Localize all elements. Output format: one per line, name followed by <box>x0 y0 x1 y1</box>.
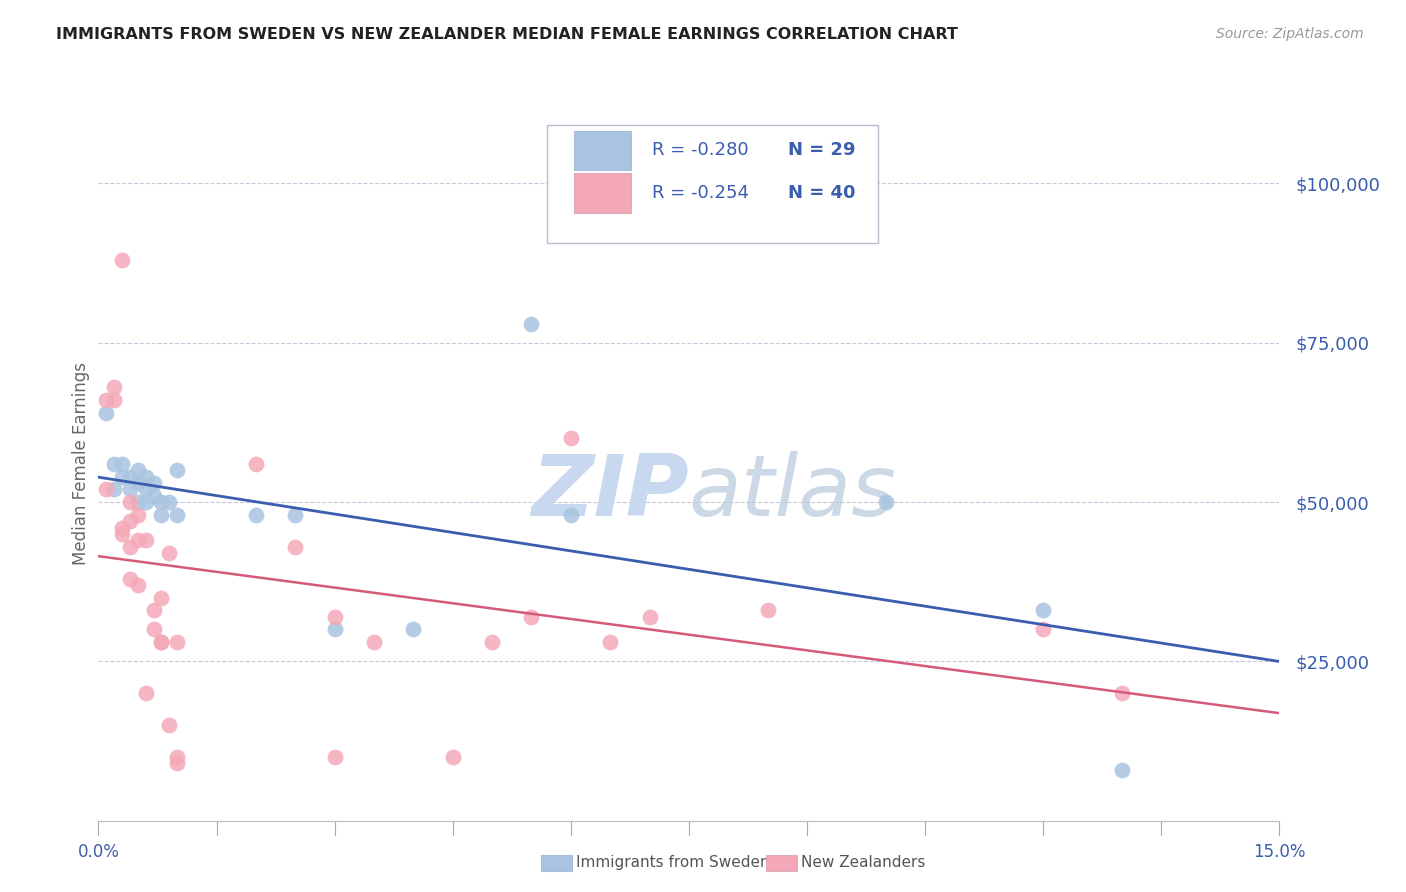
Point <box>441 750 464 764</box>
Point <box>135 483 157 497</box>
Point <box>111 520 134 534</box>
Point <box>481 635 503 649</box>
Point <box>135 686 157 700</box>
Point <box>323 750 346 764</box>
Point <box>157 546 180 560</box>
Point <box>118 572 141 586</box>
Point <box>127 463 149 477</box>
Point <box>142 475 165 490</box>
Point <box>96 483 118 497</box>
Point <box>323 609 346 624</box>
Point <box>284 508 307 522</box>
Point <box>150 635 173 649</box>
Point <box>638 609 661 624</box>
Point <box>111 252 134 267</box>
Point <box>150 508 173 522</box>
Point <box>599 635 621 649</box>
Point <box>135 495 157 509</box>
Point <box>142 489 165 503</box>
Text: Source: ZipAtlas.com: Source: ZipAtlas.com <box>1216 27 1364 41</box>
Point <box>157 495 180 509</box>
Text: Immigrants from Sweden: Immigrants from Sweden <box>576 855 770 870</box>
Point <box>245 457 267 471</box>
Point <box>103 457 125 471</box>
Text: New Zealanders: New Zealanders <box>801 855 925 870</box>
Text: N = 29: N = 29 <box>789 141 856 159</box>
Point <box>118 469 141 483</box>
Point <box>150 635 173 649</box>
Point <box>103 483 125 497</box>
Point <box>166 756 188 771</box>
Point <box>166 463 188 477</box>
Text: 0.0%: 0.0% <box>77 843 120 861</box>
Point <box>1111 763 1133 777</box>
Point <box>402 623 425 637</box>
Point <box>111 469 134 483</box>
Point <box>520 317 543 331</box>
Point <box>103 380 125 394</box>
Point <box>245 508 267 522</box>
Point <box>135 533 157 548</box>
Point <box>118 540 141 554</box>
Point <box>96 406 118 420</box>
FancyBboxPatch shape <box>575 130 631 169</box>
Point <box>127 495 149 509</box>
FancyBboxPatch shape <box>547 125 877 243</box>
Point <box>756 603 779 617</box>
Point <box>118 483 141 497</box>
Point <box>323 623 346 637</box>
Point <box>142 603 165 617</box>
Point <box>142 623 165 637</box>
Text: ZIP: ZIP <box>531 450 689 534</box>
Text: R = -0.254: R = -0.254 <box>652 184 749 202</box>
Point <box>166 635 188 649</box>
Point <box>103 393 125 408</box>
Point <box>560 508 582 522</box>
Point <box>1111 686 1133 700</box>
Text: N = 40: N = 40 <box>789 184 856 202</box>
Text: 15.0%: 15.0% <box>1253 843 1306 861</box>
Point <box>150 495 173 509</box>
Point <box>520 609 543 624</box>
Point <box>118 495 141 509</box>
Point <box>135 469 157 483</box>
Point <box>118 514 141 528</box>
Text: IMMIGRANTS FROM SWEDEN VS NEW ZEALANDER MEDIAN FEMALE EARNINGS CORRELATION CHART: IMMIGRANTS FROM SWEDEN VS NEW ZEALANDER … <box>56 27 957 42</box>
Point <box>127 508 149 522</box>
Point <box>560 431 582 445</box>
Text: atlas: atlas <box>689 450 897 534</box>
Point <box>111 457 134 471</box>
Point <box>111 527 134 541</box>
Point <box>1032 623 1054 637</box>
Text: R = -0.280: R = -0.280 <box>652 141 749 159</box>
Point <box>166 750 188 764</box>
Point <box>157 718 180 732</box>
Point <box>875 495 897 509</box>
Point <box>127 533 149 548</box>
Point <box>166 508 188 522</box>
Point <box>150 591 173 605</box>
Y-axis label: Median Female Earnings: Median Female Earnings <box>72 362 90 566</box>
Point <box>1032 603 1054 617</box>
Point <box>363 635 385 649</box>
Point <box>284 540 307 554</box>
FancyBboxPatch shape <box>575 173 631 212</box>
Point <box>127 475 149 490</box>
Point <box>96 393 118 408</box>
Point <box>127 578 149 592</box>
